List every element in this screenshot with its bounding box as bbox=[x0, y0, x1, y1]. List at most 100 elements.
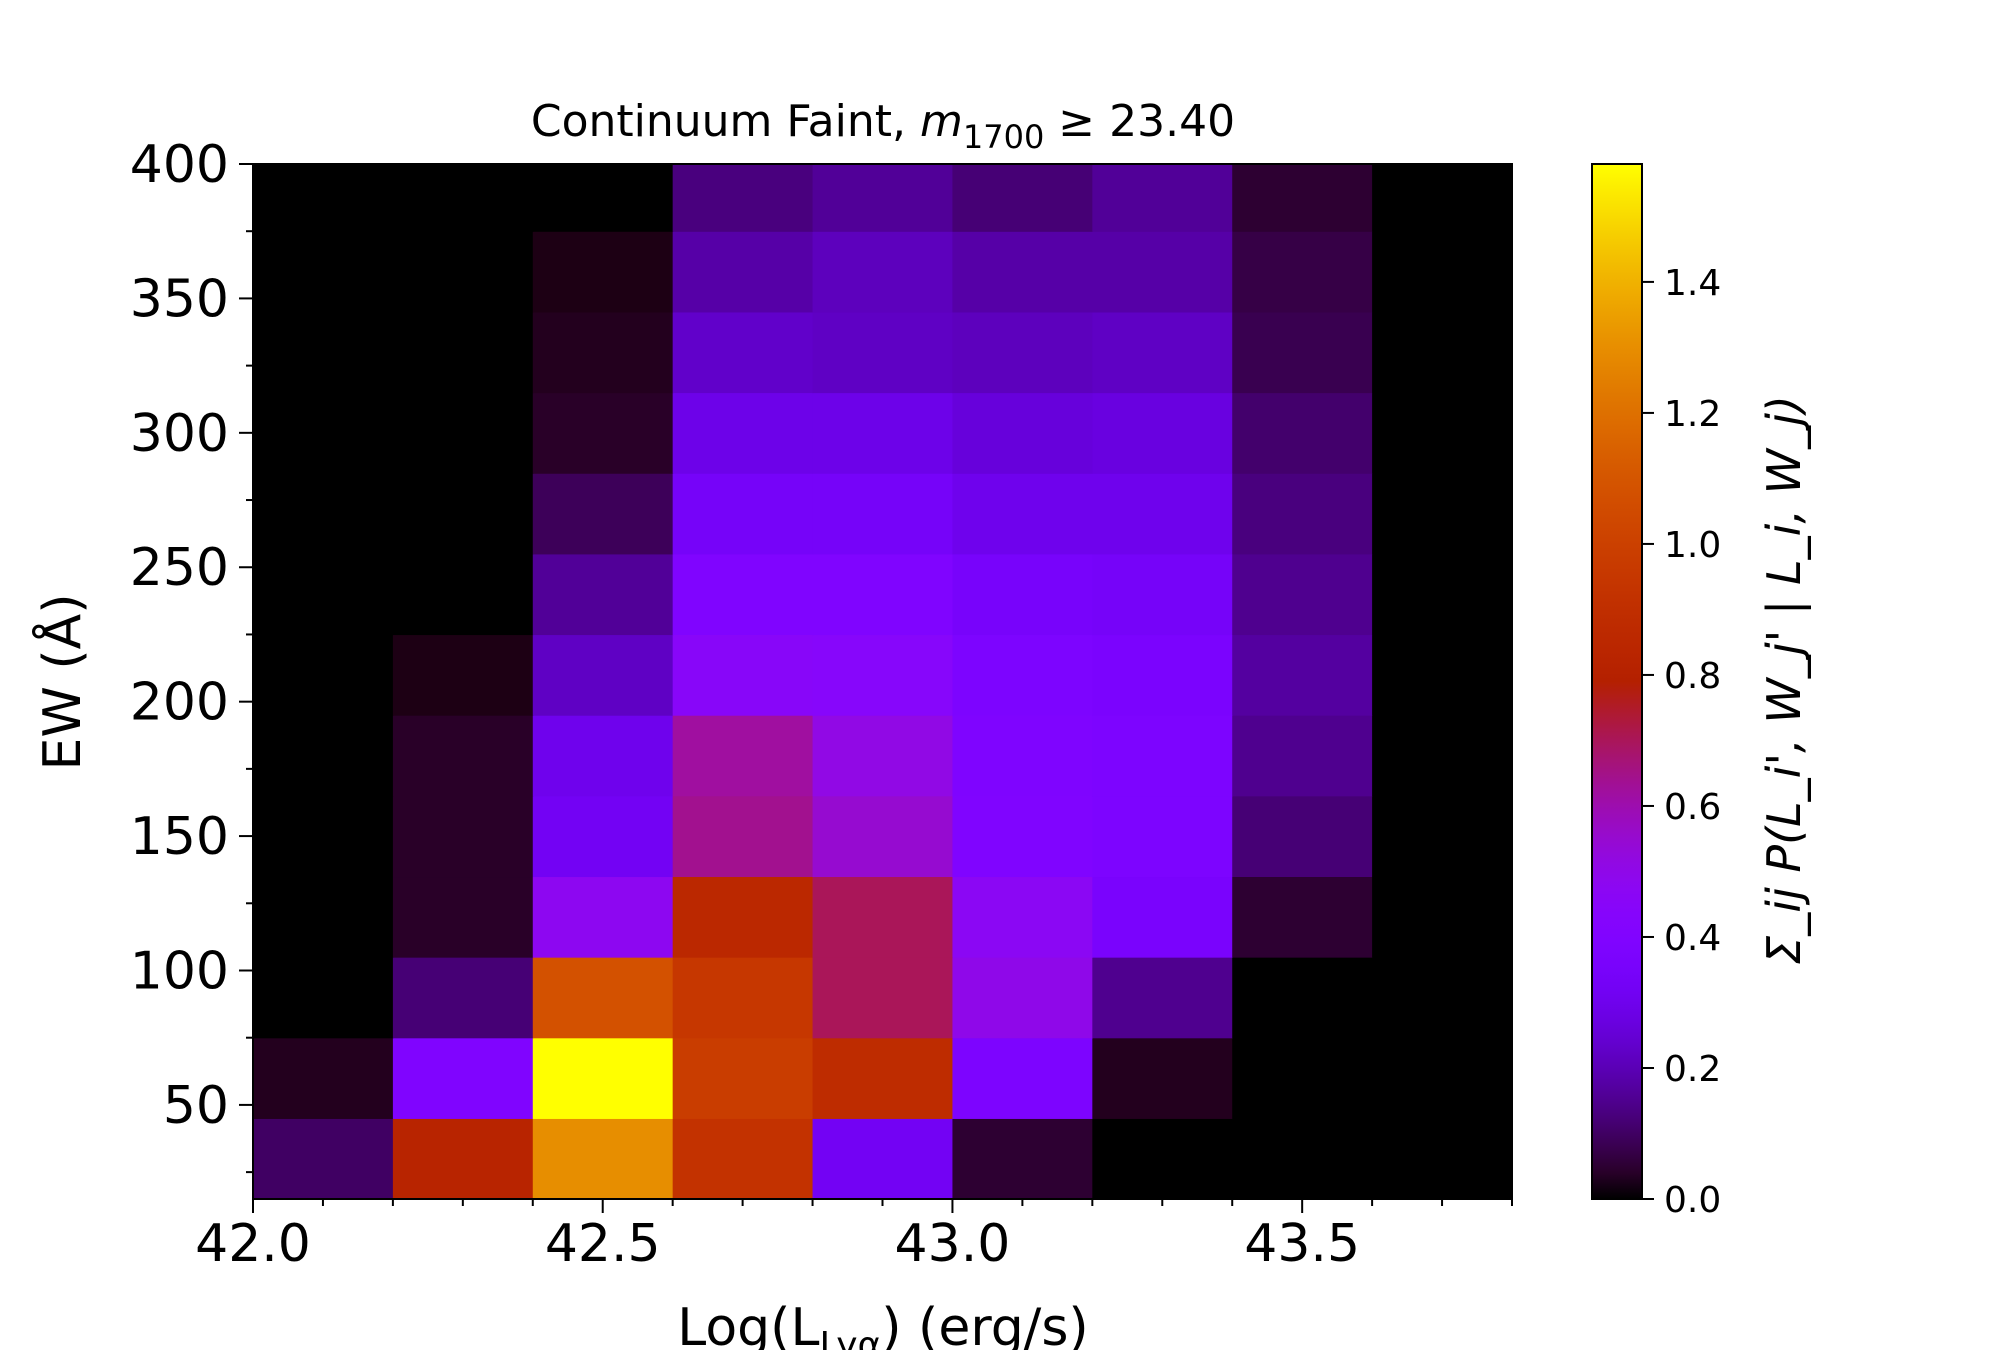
heatmap-cell bbox=[253, 553, 394, 636]
heatmap-cell bbox=[1232, 715, 1373, 797]
heatmap-cell bbox=[952, 876, 1093, 958]
colorbar bbox=[1591, 163, 1643, 1200]
colorbar-tick-label: 1.0 bbox=[1664, 525, 1721, 566]
heatmap-cell bbox=[812, 795, 954, 878]
heatmap-cell bbox=[1092, 1118, 1233, 1200]
heatmap-cell bbox=[253, 164, 394, 232]
heatmap-cell bbox=[1372, 392, 1513, 474]
heatmap-cell bbox=[392, 231, 534, 313]
x-tick-label: 43.5 bbox=[1244, 1214, 1360, 1274]
heatmap-cell bbox=[1092, 553, 1233, 636]
heatmap-cell bbox=[532, 164, 674, 232]
y-tick-label: 150 bbox=[130, 807, 229, 867]
x-axis-label: Log(LLyα) (erg/s) bbox=[677, 1298, 1088, 1350]
heatmap-cell bbox=[672, 1037, 814, 1119]
colorbar-tick-label: 1.2 bbox=[1664, 394, 1721, 435]
heatmap-cell bbox=[812, 876, 954, 958]
heatmap-cell bbox=[1092, 876, 1233, 958]
heatmap-cell bbox=[1232, 1118, 1373, 1200]
heatmap-cell bbox=[812, 1037, 954, 1119]
heatmap-cell bbox=[1092, 795, 1233, 878]
x-axis-label-subscript: Lyα bbox=[819, 1325, 881, 1350]
heatmap-cell bbox=[253, 715, 394, 797]
heatmap-cell bbox=[532, 1118, 674, 1200]
heatmap-cell bbox=[253, 634, 394, 716]
heatmap-cell bbox=[253, 1118, 394, 1200]
heatmap-cell bbox=[672, 876, 814, 958]
heatmap-cell bbox=[672, 164, 814, 232]
heatmap-cell bbox=[392, 311, 534, 394]
heatmap-cell bbox=[672, 634, 814, 716]
heatmap-cell bbox=[1372, 473, 1513, 555]
heatmap-cell bbox=[1092, 1037, 1233, 1119]
heatmap-cell bbox=[532, 876, 674, 958]
heatmap-cell bbox=[392, 1037, 534, 1119]
heatmap-cell bbox=[952, 715, 1093, 797]
x-tick-label: 42.5 bbox=[545, 1214, 661, 1274]
heatmap-cell bbox=[812, 231, 954, 313]
heatmap-cell bbox=[812, 715, 954, 797]
heatmap-cell bbox=[812, 473, 954, 555]
heatmap-cell bbox=[253, 231, 394, 313]
heatmap-cell bbox=[672, 795, 814, 878]
heatmap-cell bbox=[672, 553, 814, 636]
heatmap-cell bbox=[1372, 957, 1513, 1039]
y-tick-label: 250 bbox=[130, 538, 229, 598]
colorbar-tick-label: 1.4 bbox=[1664, 263, 1721, 304]
x-axis-label-tail: ) (erg/s) bbox=[881, 1298, 1088, 1350]
heatmap-cells bbox=[253, 164, 1513, 1200]
heatmap-cell bbox=[1232, 164, 1373, 232]
heatmap-cell bbox=[672, 473, 814, 555]
chart-title: Continuum Faint, m1700 ≥ 23.40 bbox=[531, 96, 1235, 156]
heatmap-cell bbox=[1232, 311, 1373, 394]
y-tick-label: 100 bbox=[130, 941, 229, 1001]
chart-title-tail: ≥ 23.40 bbox=[1044, 96, 1235, 147]
heatmap-cell bbox=[1232, 1037, 1373, 1119]
heatmap-cell bbox=[1232, 473, 1373, 555]
heatmap-cell bbox=[532, 311, 674, 394]
y-axis: 50 100 150 200 250 300 350 400 bbox=[130, 135, 253, 1174]
heatmap-cell bbox=[1372, 1118, 1513, 1200]
y-axis-label: EW (Å) bbox=[31, 594, 93, 771]
heatmap-cell bbox=[952, 164, 1093, 232]
heatmap-cell bbox=[1232, 876, 1373, 958]
heatmap-cell bbox=[392, 957, 534, 1039]
heatmap-cell bbox=[952, 311, 1093, 394]
heatmap-cell bbox=[1372, 311, 1513, 394]
heatmap-cell bbox=[1372, 795, 1513, 878]
heatmap-cell bbox=[1092, 473, 1233, 555]
y-tick-label: 350 bbox=[130, 269, 229, 329]
heatmap-cell bbox=[812, 1118, 954, 1200]
heatmap-cell bbox=[1372, 231, 1513, 313]
heatmap-cell bbox=[672, 311, 814, 394]
x-axis: 42.0 42.5 43.0 43.5 bbox=[195, 1199, 1513, 1274]
heatmap-cell bbox=[672, 1118, 814, 1200]
heatmap-cell bbox=[392, 795, 534, 878]
x-axis-label-main: Log(L bbox=[677, 1298, 819, 1350]
heatmap-cell bbox=[1372, 715, 1513, 797]
heatmap-cell bbox=[1092, 957, 1233, 1039]
heatmap-cell bbox=[812, 957, 954, 1039]
heatmap-cell bbox=[253, 957, 394, 1039]
heatmap-cell bbox=[812, 311, 954, 394]
heatmap-cell bbox=[1372, 164, 1513, 232]
heatmap-cell bbox=[952, 553, 1093, 636]
heatmap-cell bbox=[672, 957, 814, 1039]
colorbar-tick-label: 0.0 bbox=[1664, 1180, 1721, 1221]
y-tick-label: 400 bbox=[130, 135, 229, 195]
heatmap-cell bbox=[1092, 164, 1233, 232]
heatmap-cell bbox=[1232, 634, 1373, 716]
heatmap-cell bbox=[812, 164, 954, 232]
heatmap-cell bbox=[1092, 311, 1233, 394]
heatmap-cell bbox=[812, 392, 954, 474]
heatmap-cell bbox=[952, 957, 1093, 1039]
heatmap-cell bbox=[392, 715, 534, 797]
heatmap-cell bbox=[1092, 634, 1233, 716]
heatmap-cell bbox=[532, 231, 674, 313]
heatmap-cell bbox=[952, 473, 1093, 555]
heatmap-cell bbox=[253, 392, 394, 474]
heatmap-cell bbox=[1232, 553, 1373, 636]
heatmap-cell bbox=[672, 392, 814, 474]
heatmap-cell bbox=[532, 1037, 674, 1119]
